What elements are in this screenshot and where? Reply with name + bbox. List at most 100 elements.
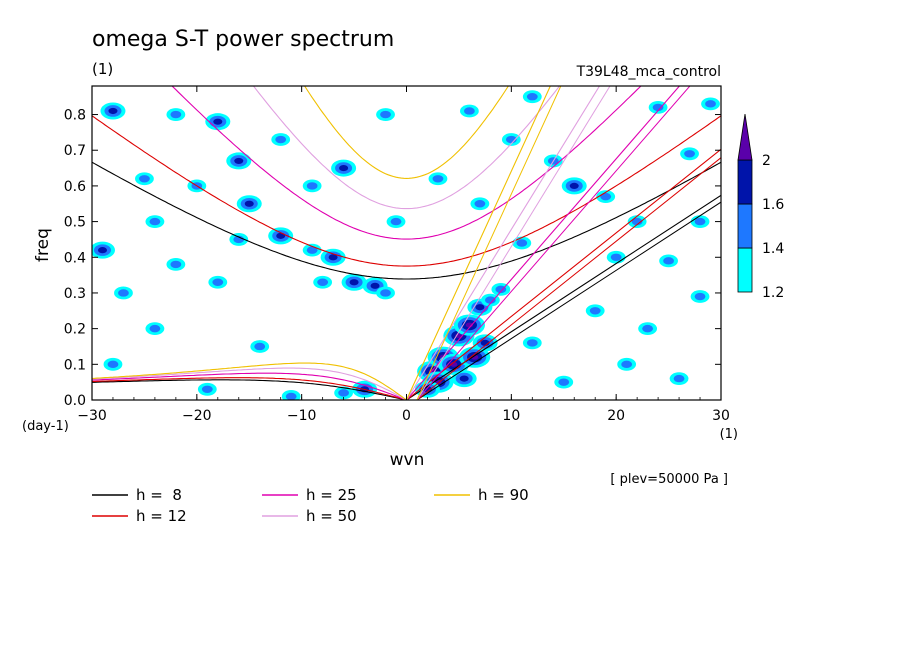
power-blob-level (149, 217, 161, 226)
power-blob-level (170, 260, 182, 269)
power-blob (229, 233, 249, 246)
colorbar-segment (737, 159, 753, 205)
power-blob-level (328, 254, 338, 261)
power-blob (197, 382, 217, 396)
rossby-curve (92, 367, 407, 400)
power-blob-level (149, 324, 161, 333)
colorbar-label: 1.2 (762, 285, 784, 301)
power-blob (334, 386, 353, 400)
y-unit-label: (day-1) (22, 419, 69, 434)
colorbar-label: 1.4 (762, 241, 784, 257)
power-blob-level (118, 289, 129, 297)
power-blob (100, 102, 126, 120)
dispersion-curves (92, 86, 721, 400)
power-blob-level (569, 182, 579, 190)
power-blob-level (589, 307, 601, 315)
power-blob-level (97, 247, 107, 254)
x-tick-label: −30 (77, 408, 107, 424)
power-blob (428, 172, 448, 186)
power-blob-level (338, 389, 349, 397)
power-blob-level (432, 175, 444, 183)
power-blob (376, 286, 395, 300)
power-blob-level (213, 118, 223, 125)
power-blob (114, 286, 133, 300)
rossby-curve (92, 377, 407, 400)
power-blob-level (370, 282, 380, 289)
colorbar-segment (737, 203, 753, 249)
power-blob (491, 282, 511, 296)
power-blob-level (107, 360, 119, 369)
power-blob (669, 372, 689, 385)
power-blob (386, 215, 406, 228)
power-blob-level (254, 342, 266, 351)
power-blob (470, 197, 490, 211)
inertia-gravity-curve (92, 115, 721, 267)
x-tick-label: 20 (607, 408, 625, 424)
power-blob (313, 275, 333, 289)
legend-item: h = 12 (92, 507, 187, 525)
y-tick-label: 0.2 (64, 322, 86, 338)
power-blob (92, 241, 115, 259)
mrg-curve (416, 86, 691, 400)
colorbar-label: 1.6 (762, 197, 784, 213)
level-note: [ plev=50000 Pa ] (610, 472, 728, 487)
power-blob-level (275, 135, 287, 144)
power-blob (226, 152, 252, 170)
legend-item: h = 90 (434, 486, 529, 504)
inertia-gravity-curve (171, 86, 642, 240)
power-blob (145, 322, 165, 336)
y-tick-label: 0.6 (64, 179, 86, 195)
power-blob (451, 370, 477, 388)
power-blob-level (380, 289, 391, 297)
power-blob-level (694, 292, 706, 301)
power-blob-level (212, 278, 224, 286)
legend-item: h = 50 (262, 507, 357, 525)
power-blob (554, 375, 574, 389)
power-blob (145, 215, 165, 228)
power-blob (166, 258, 186, 271)
power-blob (135, 172, 154, 186)
inertia-gravity-curve (303, 86, 510, 179)
power-blob-level (484, 296, 496, 304)
power-blob-level (234, 157, 244, 165)
x-unit-label: (1) (720, 427, 738, 442)
power-blob (606, 250, 626, 264)
power-blob-level (464, 107, 475, 115)
power-blob-level (684, 150, 695, 158)
dispersion-curve-group (92, 161, 721, 400)
y-tick-label: 0.7 (64, 143, 86, 159)
x-tick-label: 30 (712, 408, 730, 424)
power-blob (236, 195, 262, 213)
power-blob (205, 113, 231, 131)
power-blob (627, 215, 647, 228)
dispersion-curve-group (92, 86, 611, 400)
power-blob (103, 357, 123, 371)
power-blob-level (558, 378, 570, 386)
power-blob-level (349, 279, 359, 286)
power-blob (320, 248, 346, 266)
rossby-curve (92, 379, 407, 400)
power-blob-level (526, 93, 538, 101)
power-blob (638, 322, 658, 336)
power-blob-level (600, 192, 612, 201)
legend-label: h = 50 (306, 507, 357, 525)
power-blob-level (380, 110, 391, 119)
legend: h = 8 h = 12 h = 25 h = 50 h = 90 (92, 486, 529, 525)
power-blob (268, 227, 294, 245)
legend-label: h = 8 (136, 486, 182, 504)
power-blob (522, 90, 542, 104)
chart-title: omega S-T power spectrum (92, 27, 394, 52)
colorbar-overflow-triangle (737, 113, 753, 161)
mrg-curve (416, 86, 562, 400)
power-blob (250, 340, 270, 353)
power-blob-level (390, 217, 402, 226)
legend-label: h = 25 (306, 486, 357, 504)
power-blob (281, 390, 301, 400)
kelvin-curve (406, 194, 721, 400)
power-blob-level (108, 107, 118, 115)
power-blob (460, 104, 479, 118)
legend-item: h = 8 (92, 486, 182, 504)
x-tick-label: 10 (502, 408, 520, 424)
power-blob-level (610, 253, 622, 261)
kelvin-curve (406, 86, 601, 400)
